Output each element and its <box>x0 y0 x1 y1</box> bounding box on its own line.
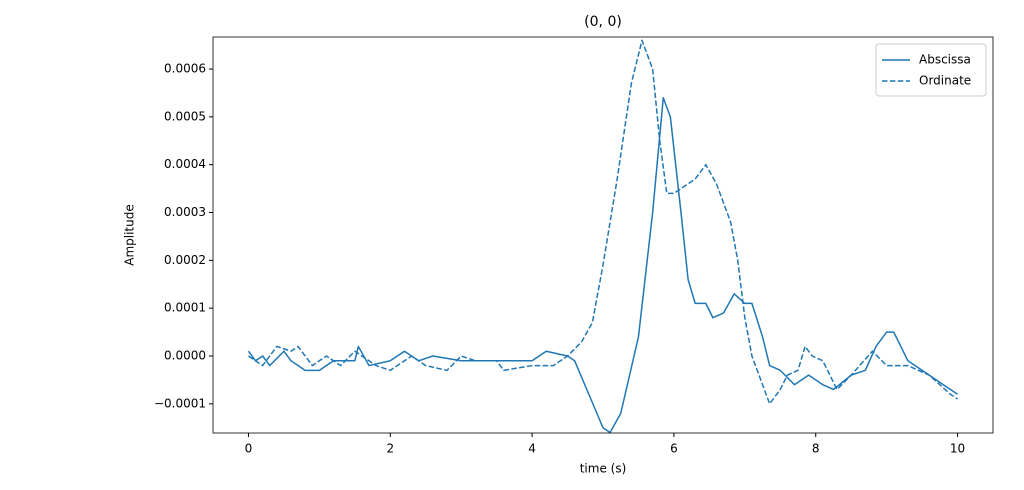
legend-label: Ordinate <box>919 74 971 88</box>
y-axis-label: Amplitude <box>123 204 137 266</box>
plot-frame <box>212 36 994 434</box>
x-axis-label: time (s) <box>580 462 627 476</box>
y-tick-label: 0.0002 <box>164 253 206 267</box>
x-tick-label: 4 <box>528 442 536 456</box>
x-tick-label: 6 <box>670 442 678 456</box>
y-tick-label: 0.0003 <box>164 205 206 219</box>
y-tick-label: 0.0006 <box>164 62 206 76</box>
legend-box <box>875 43 987 97</box>
y-tick-label: −0.0001 <box>154 396 206 410</box>
x-tick-label: 2 <box>386 442 394 456</box>
legend-label: Abscissa <box>919 53 971 67</box>
data-line <box>248 39 958 405</box>
x-tick-label: 0 <box>245 442 253 456</box>
chart-title: (0, 0) <box>584 14 622 30</box>
y-tick-label: 0.0004 <box>164 157 206 171</box>
y-tick-label: 0.0000 <box>164 349 206 363</box>
data-line <box>247 96 958 433</box>
x-tick-label: 8 <box>812 442 820 456</box>
y-tick-label: 0.0001 <box>164 301 206 315</box>
y-tick-label: 0.0005 <box>164 109 206 123</box>
x-tick-label: 10 <box>950 442 965 456</box>
